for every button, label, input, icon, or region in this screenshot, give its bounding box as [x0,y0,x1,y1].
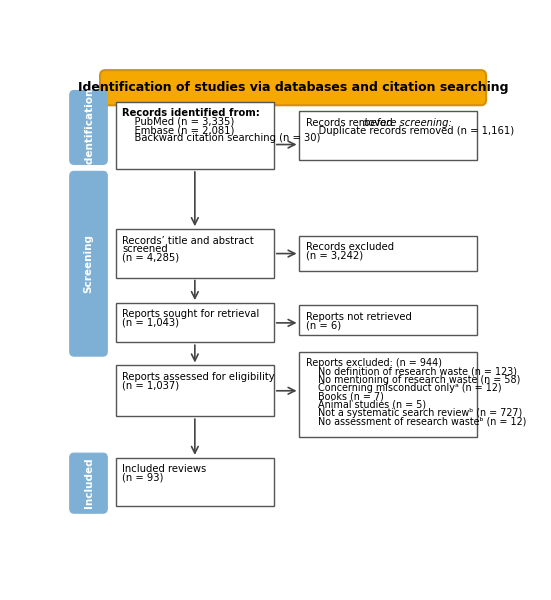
FancyBboxPatch shape [70,91,107,164]
Text: Records’ title and abstract: Records’ title and abstract [122,236,254,245]
Text: (n = 6): (n = 6) [306,320,341,330]
Text: Included: Included [84,458,94,508]
FancyBboxPatch shape [116,365,274,416]
FancyBboxPatch shape [300,305,477,335]
Text: Records identified from:: Records identified from: [122,109,260,118]
Text: Backward citation searching (n = 30): Backward citation searching (n = 30) [122,133,321,143]
Text: Concerning misconduct onlyᵃ (n = 12): Concerning misconduct onlyᵃ (n = 12) [306,383,501,393]
Text: No assessment of research wasteᵇ (n = 12): No assessment of research wasteᵇ (n = 12… [306,416,526,426]
Text: before screening:: before screening: [364,118,451,128]
Text: (n = 1,037): (n = 1,037) [122,380,180,390]
FancyBboxPatch shape [70,453,107,513]
Text: (n = 1,043): (n = 1,043) [122,318,179,328]
FancyBboxPatch shape [116,102,274,169]
Text: Reports assessed for eligibility: Reports assessed for eligibility [122,372,275,382]
Text: Animal studies (n = 5): Animal studies (n = 5) [306,400,426,410]
Text: screened: screened [122,244,168,254]
Text: Screening: Screening [84,234,94,293]
Text: Identification: Identification [84,88,94,167]
Text: Reports excluded: (n = 944): Reports excluded: (n = 944) [306,358,442,368]
FancyBboxPatch shape [116,229,274,278]
Text: PubMed (n = 3,335): PubMed (n = 3,335) [122,117,235,127]
Text: Not a systematic search reviewᵇ (n = 727): Not a systematic search reviewᵇ (n = 727… [306,408,522,418]
Text: Records removed: Records removed [306,118,396,128]
Text: Included reviews: Included reviews [122,464,207,474]
FancyBboxPatch shape [116,303,274,342]
FancyBboxPatch shape [300,111,477,160]
Text: Records excluded: Records excluded [306,242,394,253]
Text: Reports sought for retrieval: Reports sought for retrieval [122,310,260,319]
Text: (n = 93): (n = 93) [122,473,164,482]
Text: Books (n = 7): Books (n = 7) [306,391,383,401]
FancyBboxPatch shape [300,352,477,437]
FancyBboxPatch shape [116,458,274,506]
Text: Reports not retrieved: Reports not retrieved [306,312,412,322]
Text: (n = 4,285): (n = 4,285) [122,252,180,262]
Text: No mentioning of research waste (n = 58): No mentioning of research waste (n = 58) [306,374,520,385]
FancyBboxPatch shape [300,236,477,271]
Text: Identification of studies via databases and citation searching: Identification of studies via databases … [78,81,509,94]
FancyBboxPatch shape [100,70,486,105]
Text: No definition of research waste (n = 123): No definition of research waste (n = 123… [306,366,517,376]
Text: (n = 3,242): (n = 3,242) [306,251,363,261]
Text: Embase (n = 2,081): Embase (n = 2,081) [122,125,235,135]
Text: Duplicate records removed (n = 1,161): Duplicate records removed (n = 1,161) [306,126,514,136]
FancyBboxPatch shape [70,172,107,356]
